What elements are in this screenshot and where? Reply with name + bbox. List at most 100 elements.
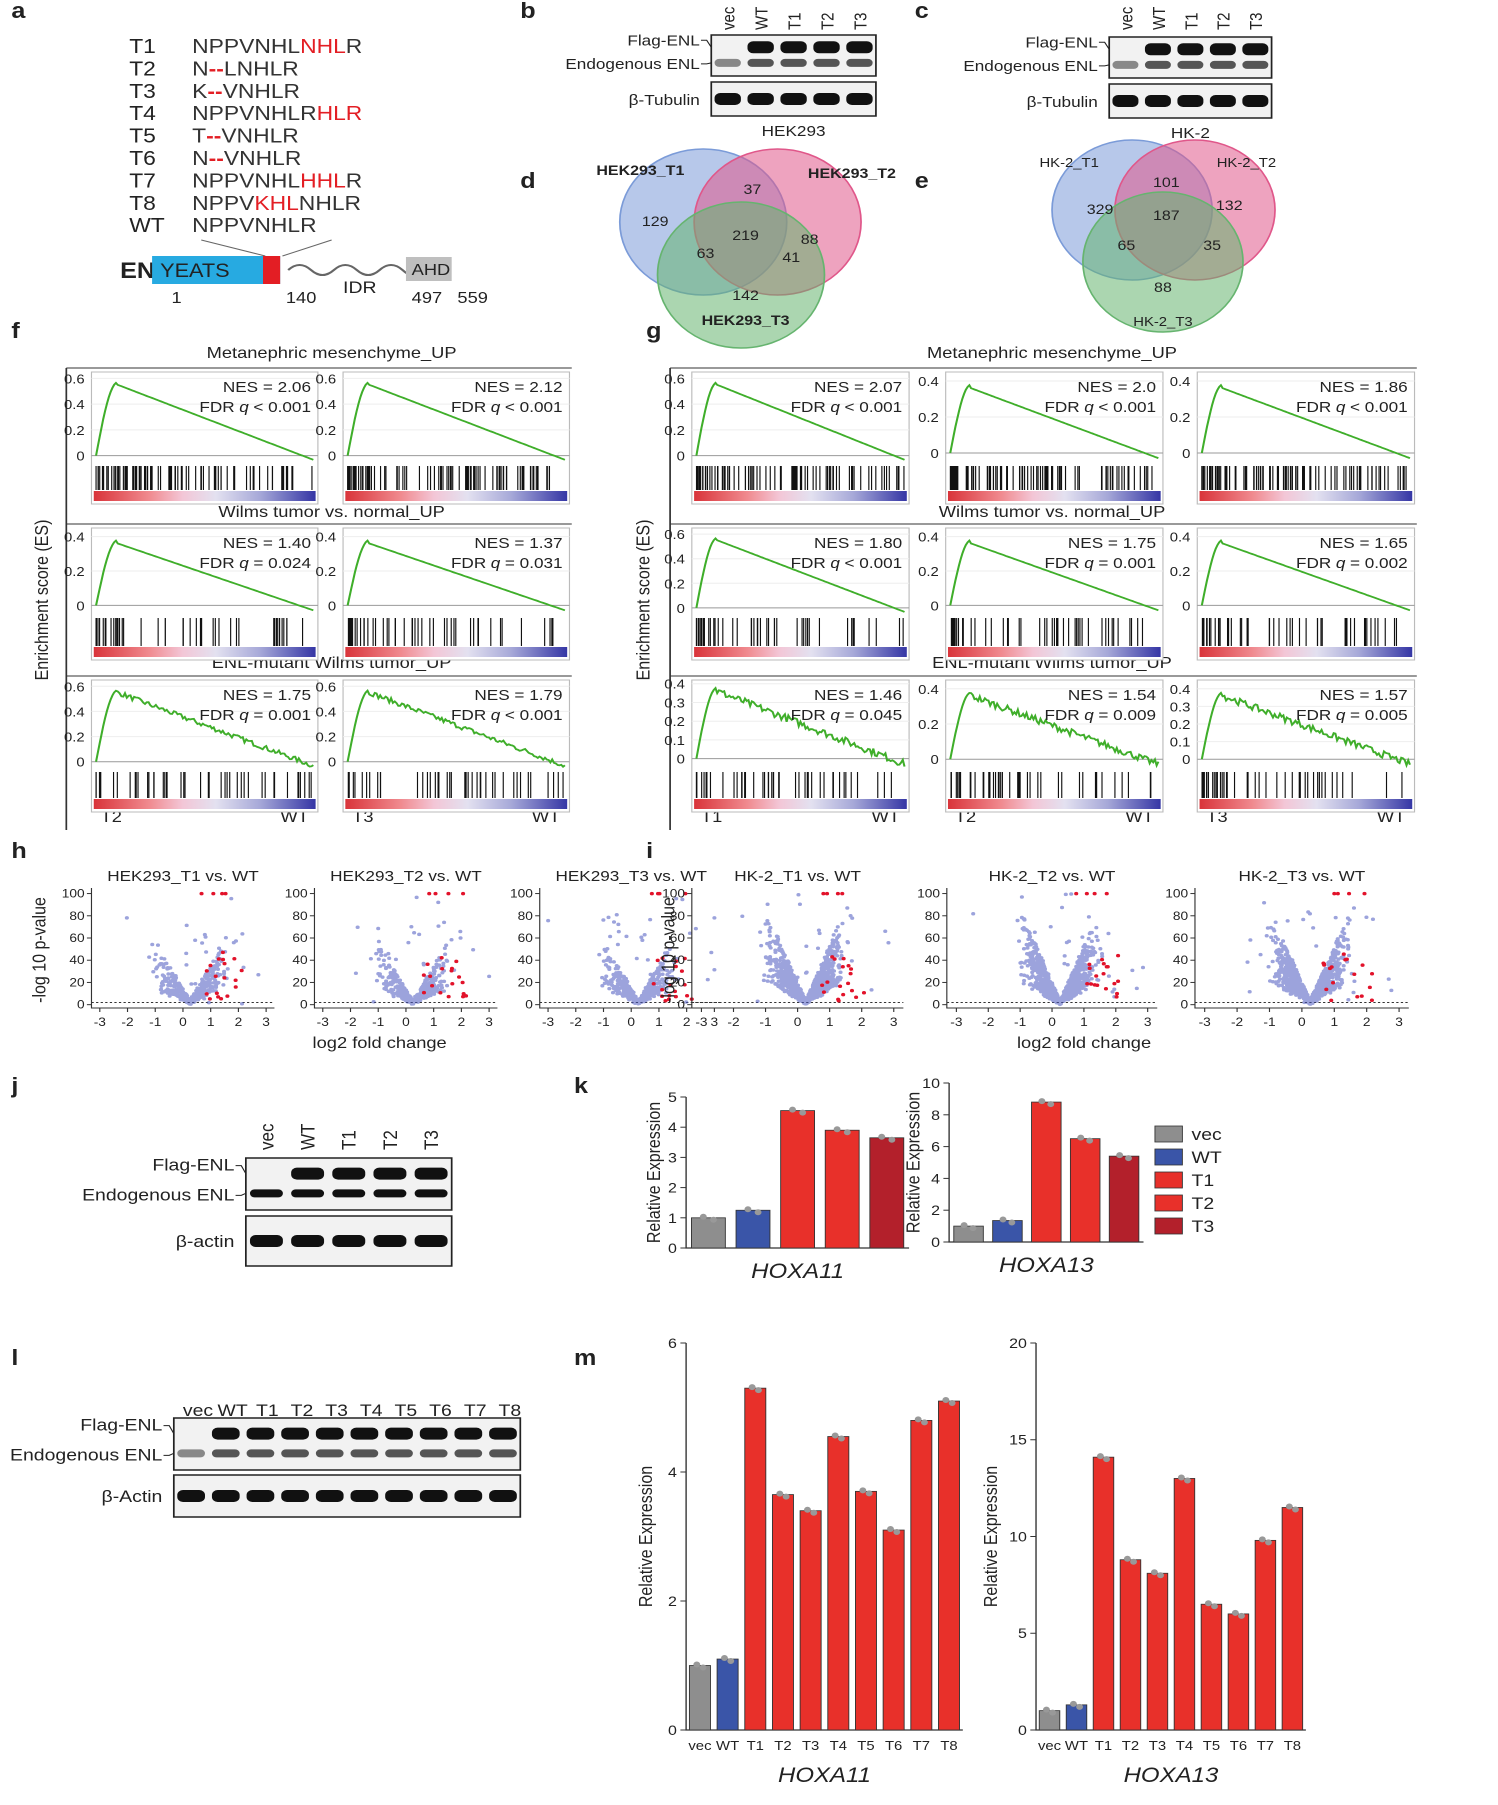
sequence-part: N [192, 147, 209, 169]
panel-letter: m [574, 1346, 596, 1370]
y-tick-label: 4 [931, 1171, 940, 1187]
sequence-part: HHL [300, 170, 346, 192]
overlap-count: 41 [782, 250, 800, 266]
replicate-dot [1157, 1572, 1164, 1579]
band [419, 1490, 448, 1502]
x-tick-label: T1 [747, 1738, 765, 1753]
axes [90, 888, 275, 1009]
nes-label: NES = 2.0 [1077, 379, 1156, 396]
es-curve [695, 686, 906, 767]
bar [1173, 1478, 1196, 1731]
y-tick-label: 0 [76, 448, 85, 463]
sequence-part: NHLR [299, 192, 361, 214]
fdr-value: < 0.001 [505, 399, 563, 416]
y-axis-label: Relative Expression [643, 1102, 664, 1243]
lane-label: T4 [360, 1400, 383, 1420]
replicate-dot [1125, 1155, 1132, 1162]
fdr-name: FDR [199, 555, 234, 572]
blot-frame [1108, 36, 1273, 79]
band [780, 58, 807, 67]
x-tick-label: -3 [317, 1015, 329, 1029]
replicate-dot [1285, 1503, 1293, 1510]
fdr-label: FDR q = 0.031 [451, 555, 563, 572]
panel-letter: g [646, 319, 661, 343]
fdr-name: FDR [451, 707, 486, 724]
band [846, 41, 873, 54]
band [1177, 60, 1204, 69]
x-tick-label: -2 [982, 1015, 994, 1029]
fdr-label: FDR q < 0.001 [199, 399, 311, 416]
replicate-dot [776, 1490, 784, 1497]
fdr-var: q [491, 707, 501, 724]
plot-title: HEK293_T1 vs. WT [107, 868, 259, 885]
y-tick-label: 0.6 [64, 679, 85, 694]
x-tick-label: 0 [794, 1015, 802, 1029]
nes-label: NES = 1.54 [1068, 687, 1156, 704]
legend-label: T1 [1192, 1170, 1215, 1190]
fdr-name: FDR [1296, 555, 1331, 572]
x-tick-label: 2 [683, 1015, 691, 1029]
band [211, 1449, 240, 1458]
replicate-dot [744, 1206, 752, 1213]
lane-label: T5 [395, 1400, 418, 1420]
band [846, 93, 873, 105]
y-tick-label: 0 [932, 997, 940, 1011]
band [419, 1427, 448, 1440]
y-tick-label: 0.4 [664, 552, 685, 567]
sequence: N--LNHLR [192, 58, 299, 80]
overlap-count: 129 [642, 214, 669, 230]
overlap-count: 142 [732, 288, 759, 304]
band [414, 1167, 448, 1180]
bar [992, 1220, 1023, 1243]
x-axis-label: log2 fold change [313, 1033, 447, 1052]
fdr-value: = 0.031 [505, 555, 563, 572]
x-tick-label: 3 [262, 1015, 270, 1029]
x-tick-label: -1 [597, 1015, 609, 1029]
gene-points [124, 896, 261, 1006]
plot-frame [691, 527, 910, 661]
nes-label: NES = 1.75 [223, 687, 311, 704]
replicate-dot [1130, 1558, 1137, 1565]
x-tick-label: 0 [1048, 1015, 1056, 1029]
y-tick-label: 4 [668, 1120, 677, 1136]
sequence-part: K [192, 80, 208, 102]
gene-label: HOXA13 [1124, 1763, 1219, 1786]
es-curve [346, 689, 566, 768]
y-axis-label: -log 10 p-value [29, 897, 50, 1003]
lane-label: WT [753, 7, 772, 30]
y-tick-label: 0 [668, 1723, 677, 1739]
x-tick-label: -1 [149, 1015, 161, 1029]
lane-label: WT [1150, 7, 1169, 30]
fdr-name: FDR [791, 555, 826, 572]
y-tick-label: 60 [292, 931, 307, 945]
replicate-dot [1077, 1134, 1085, 1141]
y-tick-label: 0.1 [664, 733, 685, 748]
rank-gradient [694, 647, 907, 657]
replicate-dot [865, 1490, 873, 1497]
sequence: NPPVNHLHHLR [192, 170, 362, 192]
overlap-count: 329 [1087, 202, 1114, 218]
y-tick-label: 20 [518, 975, 533, 989]
y-tick-label: 0.2 [316, 729, 337, 744]
y-tick-label: 0.4 [64, 397, 85, 412]
cell-line: HK-2 [1171, 125, 1210, 142]
set-label: HEK293_T3 [702, 313, 790, 329]
sequence-part: -- [206, 125, 221, 147]
hit-barcode [1201, 466, 1407, 490]
rank-gradient [694, 491, 907, 501]
lane-label: T3 [851, 12, 870, 30]
band [414, 1235, 448, 1247]
x-tick-label: -2 [570, 1015, 582, 1029]
band [332, 1189, 366, 1198]
bar [1069, 1138, 1101, 1243]
x-tick-label: 2 [858, 1015, 866, 1029]
sequence: N--VNHLR [192, 147, 301, 169]
replicate-dot [914, 1416, 922, 1423]
panel-letter: i [646, 839, 653, 863]
x-tick-label: T2 [774, 1738, 792, 1753]
hit-barcode [695, 618, 904, 646]
band-pointer [163, 1452, 175, 1456]
rank-gradient [345, 491, 568, 501]
set-label: HEK293_T2 [808, 166, 896, 182]
y-tick-label: 40 [925, 953, 940, 967]
